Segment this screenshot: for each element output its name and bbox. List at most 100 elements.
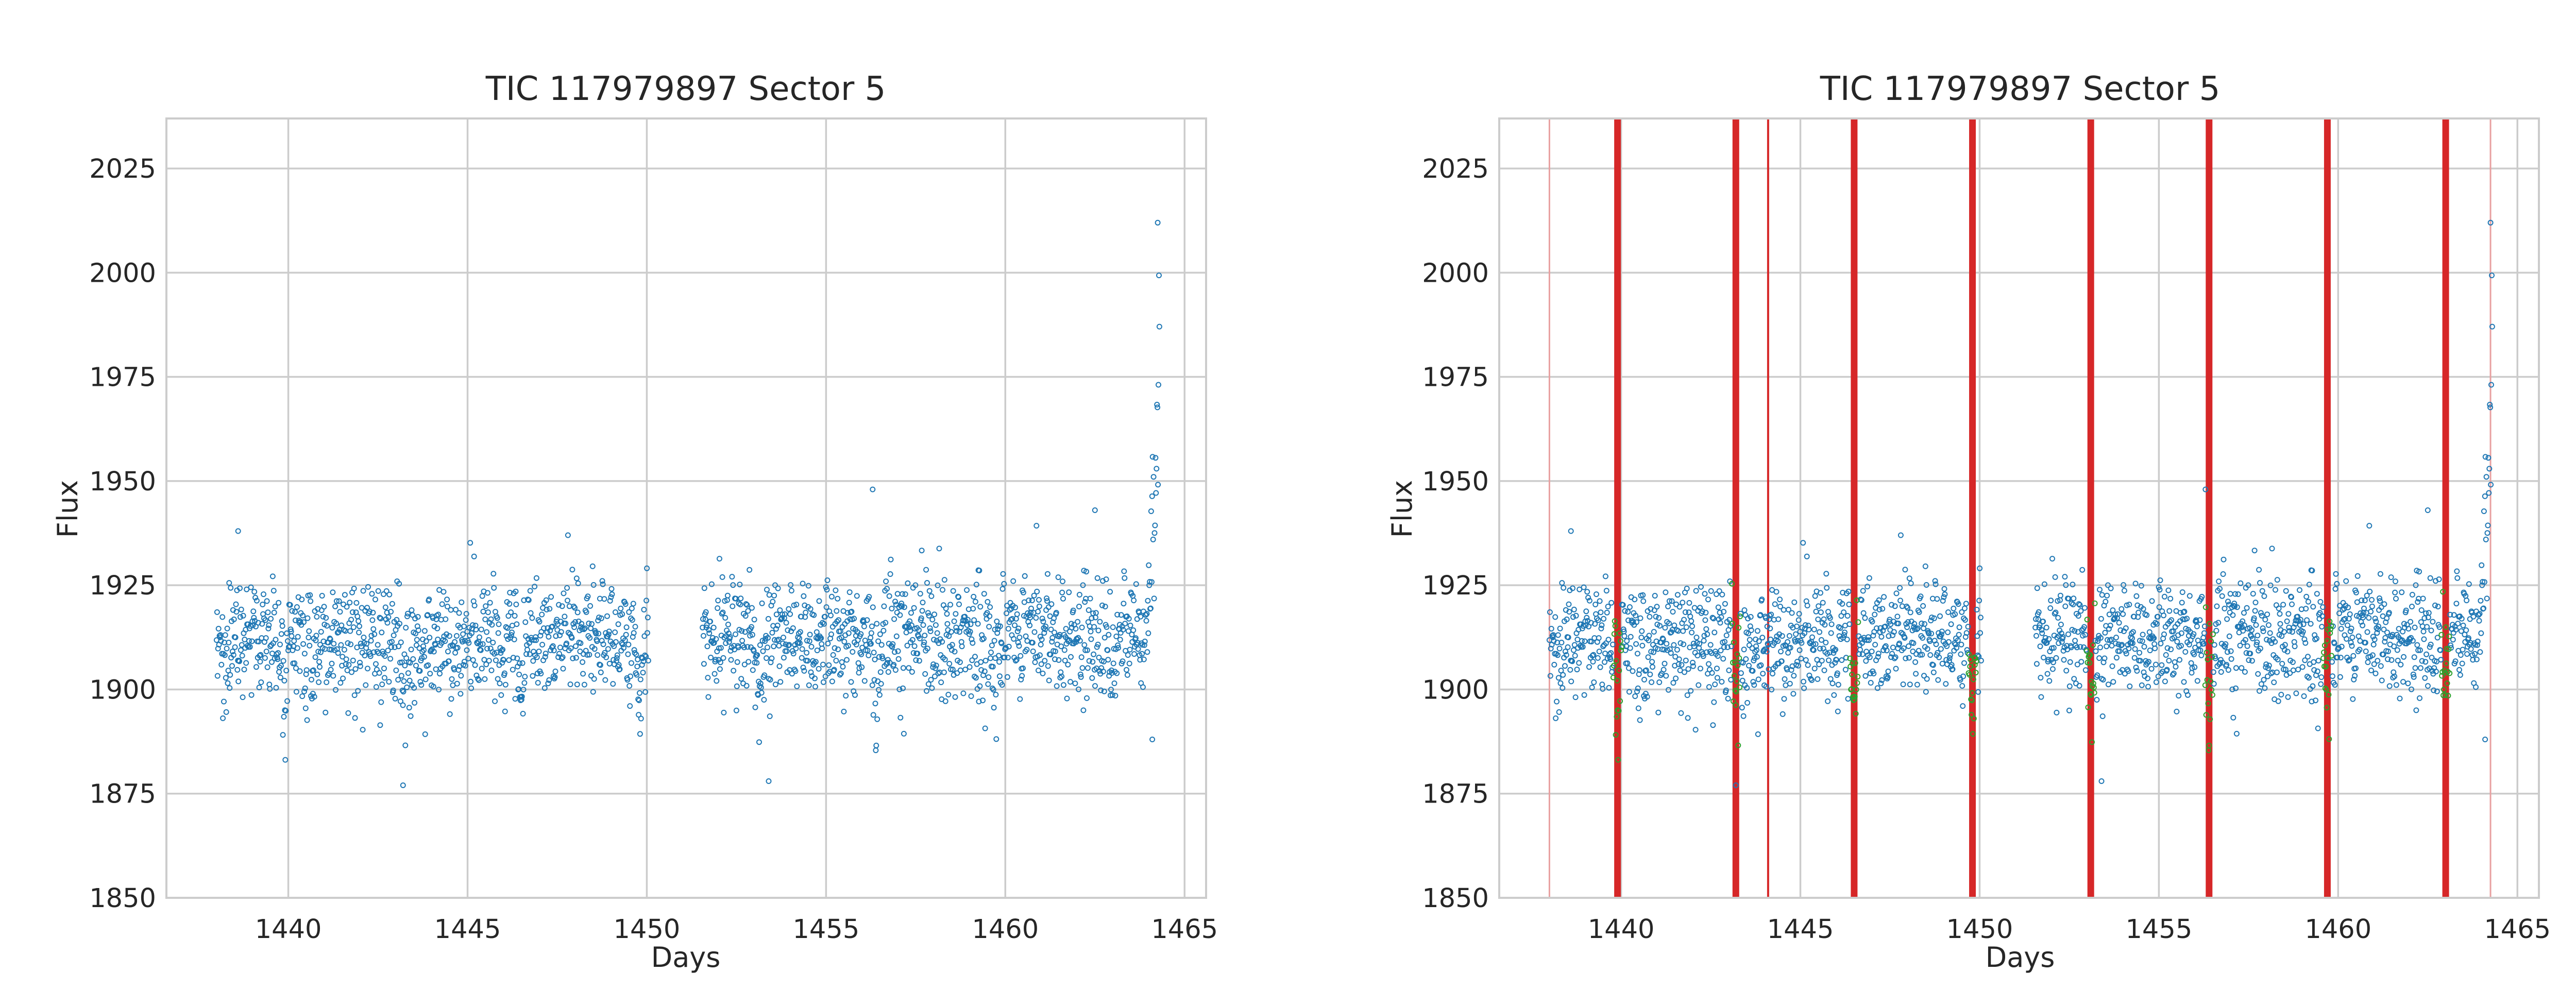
data-point	[1845, 588, 1852, 594]
data-point	[2318, 681, 2324, 687]
data-point	[524, 646, 530, 653]
data-point	[758, 685, 764, 691]
data-point	[1828, 630, 1834, 636]
data-point	[2137, 650, 2143, 656]
data-point	[2489, 272, 2495, 279]
data-point	[2105, 681, 2111, 688]
data-point	[2371, 636, 2378, 642]
data-point	[1670, 609, 1676, 615]
data-point	[876, 654, 882, 660]
data-point	[2485, 522, 2491, 528]
data-point	[2415, 599, 2421, 605]
data-point	[1960, 673, 1967, 679]
data-point	[2337, 655, 2344, 661]
data-point	[1155, 219, 1161, 226]
data-point	[2409, 604, 2415, 609]
data-point	[448, 607, 454, 613]
data-point	[1828, 621, 1835, 627]
transit-point	[1970, 690, 1975, 696]
data-point	[446, 658, 452, 664]
data-point	[2178, 643, 2184, 649]
x-tick-label: 1455	[792, 914, 859, 945]
data-point	[556, 602, 562, 608]
data-point	[435, 636, 441, 642]
data-point	[944, 611, 950, 617]
data-point	[2310, 683, 2316, 689]
data-point	[784, 648, 790, 654]
transit-point	[2089, 739, 2095, 745]
data-point	[2144, 612, 2150, 618]
data-point	[1924, 646, 1930, 652]
data-point	[1630, 619, 1636, 625]
data-point	[796, 635, 802, 641]
data-point	[572, 619, 578, 625]
data-point	[845, 630, 852, 636]
data-point	[1067, 679, 1073, 685]
data-point	[244, 586, 250, 592]
data-point	[1930, 662, 1936, 668]
data-point	[743, 683, 750, 689]
data-point	[787, 611, 793, 617]
data-point	[2275, 656, 2281, 662]
data-point	[494, 615, 500, 621]
transit-point	[2446, 646, 2452, 652]
data-point	[1918, 593, 1924, 600]
data-point	[2113, 640, 2119, 646]
data-point	[2153, 661, 2159, 668]
data-point	[841, 708, 847, 714]
data-point	[2098, 778, 2105, 784]
data-point	[2427, 644, 2433, 650]
data-point	[265, 625, 272, 632]
data-point	[1080, 582, 1086, 588]
transit-point	[2444, 680, 2450, 686]
data-point	[2055, 615, 2061, 621]
data-point	[780, 640, 786, 646]
data-point	[285, 638, 291, 644]
data-point	[1084, 647, 1090, 653]
data-point	[801, 593, 807, 599]
data-point	[1598, 609, 1604, 616]
transit-point	[2208, 638, 2214, 644]
data-point	[870, 712, 876, 718]
data-point	[2417, 695, 2422, 701]
data-point	[2072, 638, 2078, 644]
transit-point	[1616, 668, 1622, 674]
transit-point	[2203, 712, 2209, 718]
data-point	[1622, 608, 1628, 614]
data-point	[482, 616, 488, 622]
plot-frame	[165, 117, 1207, 899]
data-point	[826, 662, 832, 668]
data-point	[2070, 602, 2076, 607]
data-point	[2110, 679, 2116, 685]
data-point	[1041, 630, 1047, 636]
data-point	[1606, 685, 1612, 691]
data-point	[803, 609, 809, 616]
data-point	[2398, 661, 2404, 668]
data-point	[2046, 636, 2052, 642]
y-axis-label: Flux	[1386, 480, 1418, 538]
data-point	[1938, 646, 1944, 652]
data-point	[957, 659, 963, 665]
data-point	[1920, 635, 1926, 641]
data-point	[1663, 589, 1669, 595]
data-point	[2114, 615, 2120, 621]
data-point	[2262, 685, 2268, 691]
data-point	[722, 615, 728, 621]
data-point	[949, 642, 955, 648]
data-point	[1711, 629, 1718, 636]
data-point	[447, 711, 453, 717]
data-point	[598, 669, 604, 675]
data-point	[2333, 571, 2339, 577]
data-point	[533, 637, 539, 643]
transit-point	[1852, 693, 1858, 700]
data-point	[766, 778, 772, 784]
data-point	[2164, 667, 2170, 673]
data-point	[526, 597, 532, 603]
data-point	[2144, 660, 2150, 666]
data-point	[422, 676, 429, 683]
data-point	[600, 641, 606, 647]
data-point	[1016, 634, 1023, 640]
data-point	[1951, 605, 1957, 611]
data-point	[2212, 655, 2218, 661]
data-point	[632, 650, 638, 656]
